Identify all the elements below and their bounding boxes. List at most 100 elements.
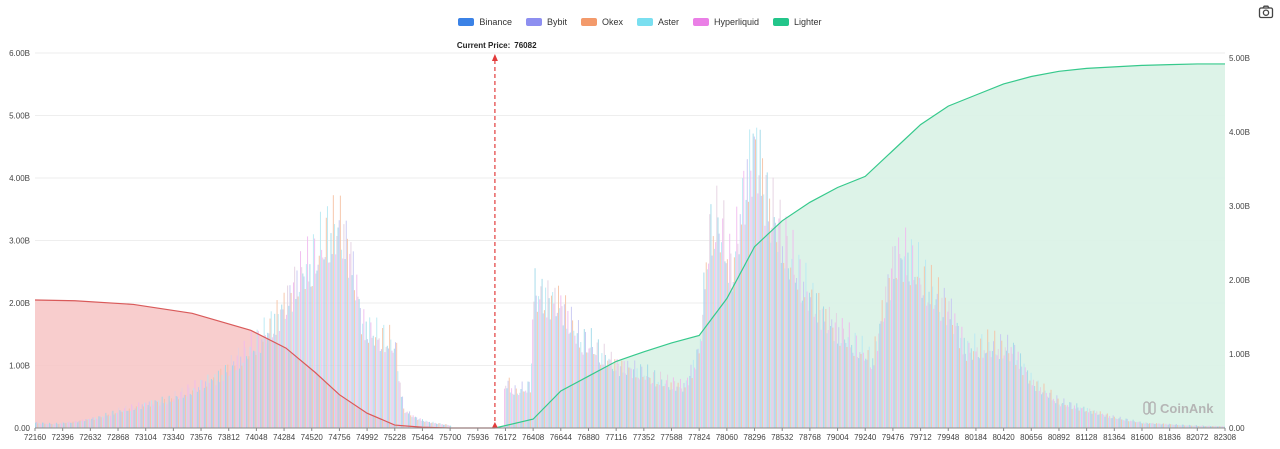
liquidation-bar bbox=[851, 344, 853, 428]
liquidation-bar bbox=[66, 422, 68, 428]
liquidation-bar bbox=[446, 424, 448, 428]
liquidation-bar bbox=[616, 358, 618, 428]
liquidation-bar bbox=[269, 318, 271, 428]
legend-item-binance[interactable]: Binance bbox=[458, 17, 512, 27]
x-tick-label: 81128 bbox=[1076, 433, 1098, 442]
liquidation-bar bbox=[514, 385, 516, 428]
liquidation-bar bbox=[815, 293, 817, 428]
liquidation-bar bbox=[336, 236, 338, 428]
liquidation-bar bbox=[956, 322, 958, 428]
liquidation-bar bbox=[826, 333, 828, 428]
legend-item-lighter[interactable]: Lighter bbox=[773, 17, 822, 27]
liquidation-bar bbox=[983, 350, 985, 428]
liquidation-bar bbox=[785, 216, 787, 428]
legend-item-hyperliquid[interactable]: Hyperliquid bbox=[693, 17, 759, 27]
liquidation-bar bbox=[44, 423, 46, 428]
y-left-tick-label: 3.00B bbox=[9, 237, 30, 246]
liquidation-bar bbox=[1021, 366, 1023, 428]
liquidation-bar bbox=[52, 424, 54, 428]
liquidation-bar bbox=[67, 422, 69, 428]
liquidation-bar bbox=[752, 133, 754, 428]
liquidation-bar bbox=[627, 360, 629, 428]
liquidation-bar bbox=[400, 396, 402, 428]
liquidation-bar bbox=[217, 370, 219, 428]
liquidation-bar bbox=[213, 377, 215, 428]
liquidation-bar bbox=[787, 268, 789, 428]
liquidation-bar bbox=[56, 422, 58, 428]
liquidation-bar bbox=[713, 248, 715, 428]
liquidation-bar bbox=[854, 332, 856, 428]
liquidation-bar bbox=[1098, 414, 1100, 428]
liquidation-bar bbox=[1153, 423, 1155, 428]
liquidation-bar bbox=[312, 234, 314, 428]
liquidation-bar bbox=[939, 311, 941, 428]
liquidation-bar bbox=[323, 259, 325, 428]
liquidation-bar bbox=[310, 286, 312, 428]
liquidation-bar bbox=[810, 297, 812, 428]
liquidation-bar bbox=[1136, 421, 1138, 428]
liquidation-bar bbox=[1003, 355, 1005, 428]
legend-item-bybit[interactable]: Bybit bbox=[525, 17, 567, 27]
liquidation-bar bbox=[1129, 421, 1131, 428]
liquidation-bar bbox=[594, 354, 596, 428]
liquidation-bar bbox=[103, 417, 105, 428]
liquidation-bar bbox=[439, 423, 441, 428]
y-left-tick-label: 5.00B bbox=[9, 112, 30, 121]
liquidation-bar bbox=[438, 423, 440, 428]
liquidation-bar bbox=[892, 246, 894, 428]
liquidation-bar bbox=[1177, 425, 1179, 428]
liquidation-bar bbox=[953, 334, 955, 428]
liquidation-bar bbox=[1147, 423, 1149, 428]
liquidation-bar bbox=[1015, 364, 1017, 428]
liquidation-bar bbox=[513, 394, 515, 428]
liquidation-bar bbox=[193, 388, 195, 428]
liquidation-bar bbox=[663, 385, 665, 428]
liquidation-bar bbox=[516, 393, 518, 428]
liquidation-bar bbox=[421, 419, 423, 428]
liquidation-bar bbox=[869, 367, 871, 428]
x-tick-label: 75464 bbox=[411, 433, 434, 442]
liquidation-bar bbox=[104, 415, 106, 428]
liquidation-bar bbox=[153, 406, 155, 428]
liquidation-bar bbox=[1134, 422, 1136, 428]
liquidation-bar bbox=[202, 391, 204, 428]
liquidation-bar bbox=[1138, 421, 1140, 428]
liquidation-bar bbox=[194, 380, 196, 428]
liquidation-bar bbox=[865, 358, 867, 428]
liquidation-bar bbox=[74, 420, 76, 428]
camera-icon[interactable] bbox=[1258, 4, 1274, 20]
liquidation-bar bbox=[127, 410, 129, 428]
liquidation-bar bbox=[1032, 379, 1034, 428]
liquidation-bar bbox=[730, 253, 732, 428]
liquidation-bar bbox=[671, 389, 673, 428]
liquidation-bar bbox=[800, 302, 802, 428]
liquidation-bar bbox=[506, 388, 508, 428]
liquidation-bar bbox=[321, 249, 323, 428]
liquidation-bar bbox=[76, 421, 78, 428]
liquidation-bar bbox=[359, 308, 361, 428]
liquidation-bar bbox=[1154, 423, 1156, 428]
legend-swatch bbox=[525, 18, 542, 26]
liquidation-bar bbox=[602, 364, 604, 428]
liquidation-bar bbox=[100, 417, 102, 428]
liquidation-bar bbox=[622, 372, 624, 428]
liquidation-bar bbox=[715, 242, 717, 428]
legend-item-okex[interactable]: Okex bbox=[580, 17, 623, 27]
liquidation-bar bbox=[280, 309, 282, 428]
liquidation-bar bbox=[172, 401, 174, 428]
liquidation-bar bbox=[134, 408, 136, 428]
liquidation-bar bbox=[387, 348, 389, 428]
liquidation-bar bbox=[504, 388, 506, 428]
liquidation-bar bbox=[875, 341, 877, 428]
liquidation-bar bbox=[952, 324, 954, 428]
liquidation-bar bbox=[1055, 403, 1057, 428]
liquidation-bar bbox=[535, 295, 537, 428]
liquidation-bar bbox=[919, 277, 921, 428]
liquidation-bar bbox=[1052, 398, 1054, 428]
cumulative-long-line bbox=[494, 63, 1225, 429]
liquidation-bar bbox=[967, 340, 969, 428]
liquidation-bar bbox=[229, 370, 231, 428]
liquidation-bar bbox=[569, 332, 571, 428]
legend-item-aster[interactable]: Aster bbox=[636, 17, 679, 27]
